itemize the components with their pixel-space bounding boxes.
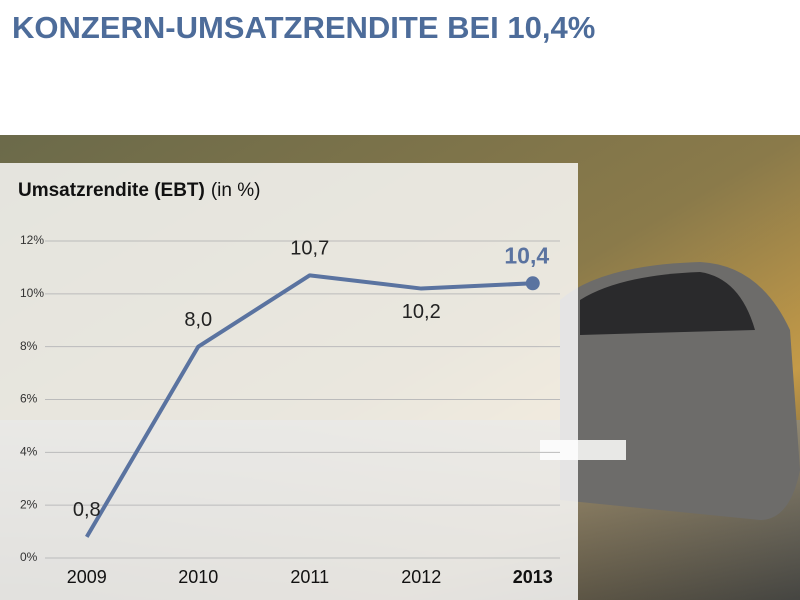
y-tick-label: 4% (20, 445, 38, 459)
y-tick-label: 12% (20, 233, 44, 247)
car-window (580, 272, 755, 335)
data-label: 10,7 (290, 238, 329, 260)
data-label: 10,2 (402, 301, 441, 323)
chart-panel (0, 163, 578, 600)
data-label: 8,0 (184, 309, 212, 331)
y-tick-label: 0% (20, 550, 38, 564)
x-tick-label: 2012 (401, 567, 441, 587)
slide-title: KONZERN-UMSATZRENDITE BEI 10,4% (12, 10, 595, 45)
x-tick-label: 2010 (178, 567, 218, 587)
y-tick-label: 10% (20, 286, 44, 300)
x-tick-label: 2013 (513, 567, 553, 587)
chart-title: Umsatzrendite (EBT) (18, 180, 205, 201)
y-tick-label: 6% (20, 392, 38, 406)
x-tick-label: 2011 (290, 567, 329, 587)
chart-unit: (in %) (211, 180, 261, 201)
data-label: 0,8 (73, 499, 101, 521)
x-tick-label: 2009 (67, 567, 107, 587)
data-label: 10,4 (504, 242, 549, 268)
line (85, 273, 533, 538)
highlight-marker (525, 276, 540, 291)
y-tick-label: 8% (20, 339, 38, 353)
y-tick-label: 2% (20, 497, 38, 511)
